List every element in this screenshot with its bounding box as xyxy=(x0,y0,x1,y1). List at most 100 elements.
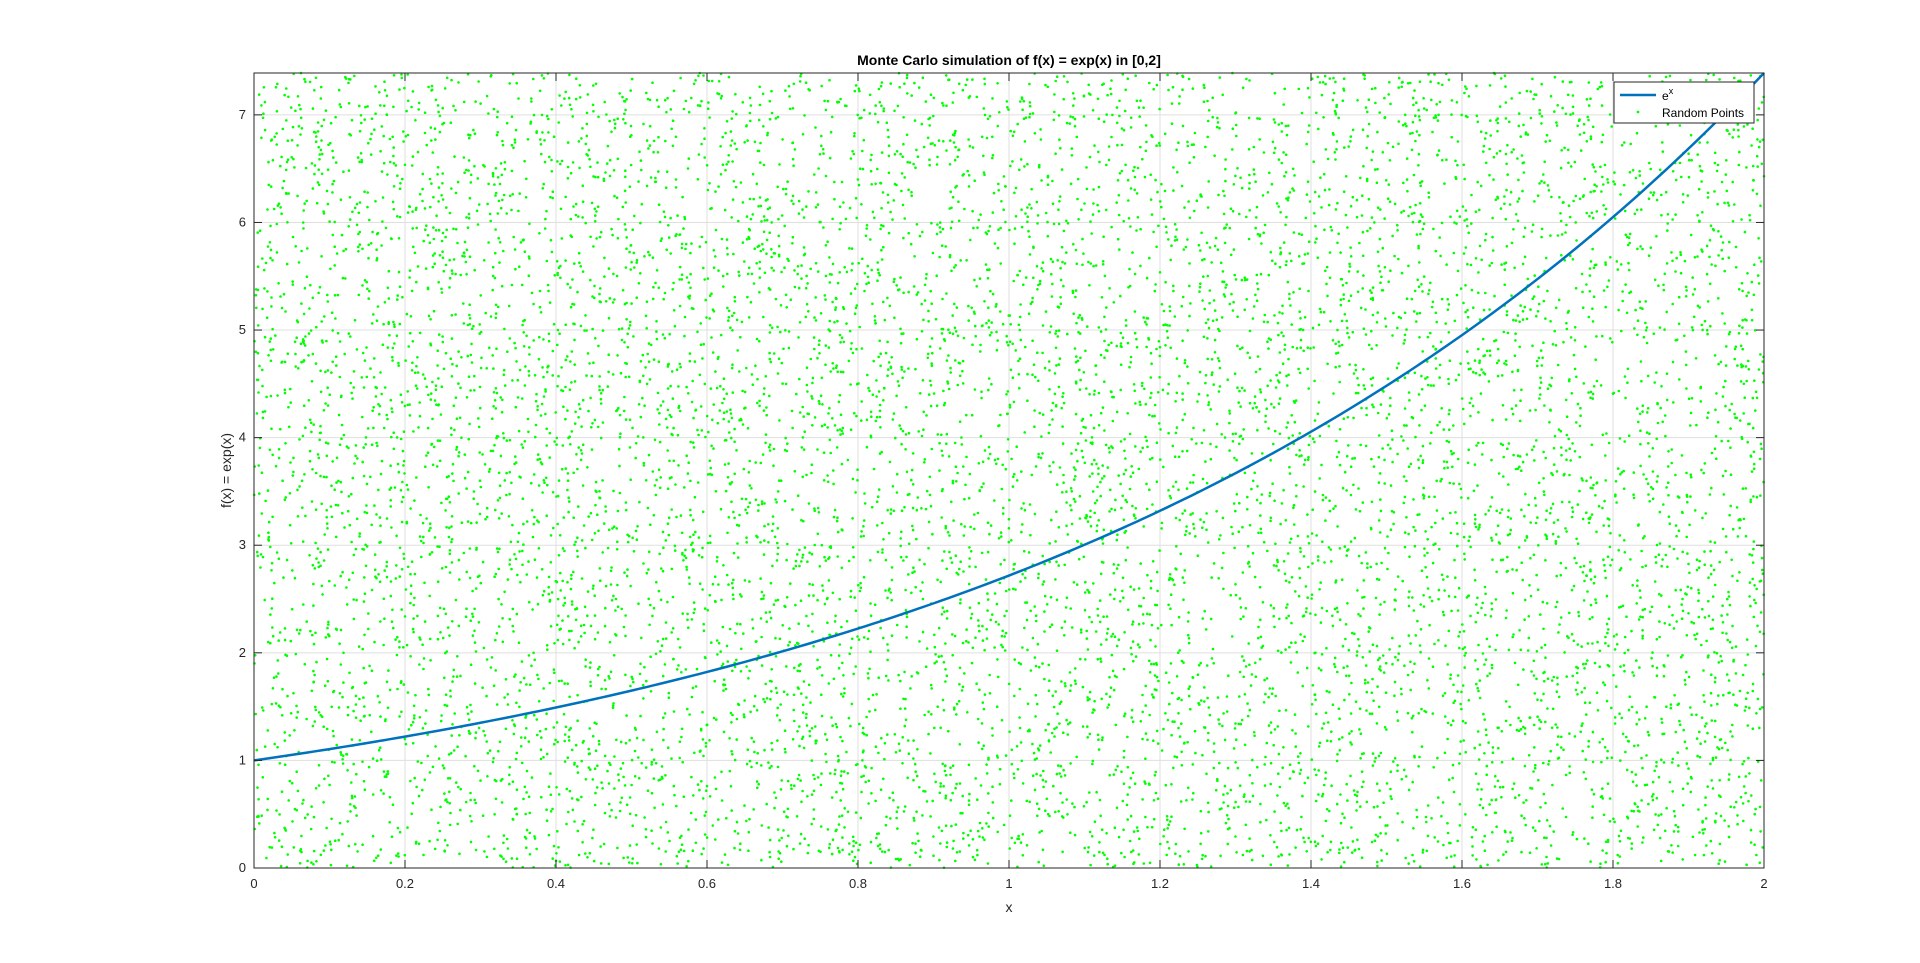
random-point xyxy=(501,139,504,143)
random-point xyxy=(501,617,504,620)
random-point xyxy=(1409,660,1412,664)
random-point xyxy=(1568,215,1572,219)
random-point xyxy=(394,577,398,580)
random-point xyxy=(1613,182,1617,186)
random-point xyxy=(1050,272,1053,276)
random-point xyxy=(629,124,633,128)
random-point xyxy=(458,734,461,737)
random-point xyxy=(354,547,358,551)
random-point xyxy=(1004,754,1008,757)
random-point xyxy=(1126,546,1129,549)
random-point xyxy=(1188,314,1191,318)
random-point xyxy=(1563,146,1566,150)
random-point xyxy=(1393,202,1397,206)
random-point xyxy=(1435,509,1439,512)
random-point xyxy=(1029,669,1033,672)
random-point xyxy=(1346,665,1349,668)
random-point xyxy=(1371,643,1375,646)
random-point xyxy=(862,519,866,522)
random-point xyxy=(623,302,627,306)
random-point xyxy=(765,238,769,242)
random-point xyxy=(1248,773,1252,777)
random-point xyxy=(1304,610,1308,614)
random-point xyxy=(938,858,941,862)
random-point xyxy=(845,322,848,325)
random-point xyxy=(1218,722,1221,726)
random-point xyxy=(1647,254,1651,257)
random-point xyxy=(1721,257,1724,261)
random-point xyxy=(1556,676,1559,680)
random-point xyxy=(531,535,535,539)
random-point xyxy=(1625,735,1628,739)
random-point xyxy=(1343,816,1346,819)
random-point xyxy=(1004,220,1007,224)
random-point xyxy=(1628,232,1632,236)
random-point xyxy=(1389,484,1393,487)
random-point xyxy=(1335,140,1339,143)
random-point xyxy=(759,541,762,544)
random-point xyxy=(1122,518,1126,522)
random-point xyxy=(1313,419,1317,422)
random-point xyxy=(574,410,577,414)
random-point xyxy=(360,158,364,162)
random-point xyxy=(1269,731,1273,734)
random-point xyxy=(1671,360,1675,364)
random-point xyxy=(1637,618,1641,621)
random-point xyxy=(1144,435,1147,439)
random-point xyxy=(1347,648,1351,652)
random-point xyxy=(1335,455,1339,459)
random-point xyxy=(876,120,880,124)
random-point xyxy=(1232,747,1236,750)
random-point xyxy=(1363,595,1366,599)
random-point xyxy=(1624,396,1627,400)
random-point xyxy=(1485,733,1488,737)
random-point xyxy=(394,638,397,641)
random-point xyxy=(1676,844,1680,848)
random-point xyxy=(907,231,910,235)
random-point xyxy=(535,576,539,579)
random-point xyxy=(1520,154,1524,157)
random-point xyxy=(574,743,578,747)
random-point xyxy=(1121,576,1125,580)
random-point xyxy=(1718,560,1721,564)
random-point xyxy=(683,486,686,489)
random-point xyxy=(415,226,419,230)
random-point xyxy=(768,231,771,234)
random-point xyxy=(880,104,883,108)
random-point xyxy=(719,507,723,511)
random-point xyxy=(1212,383,1215,386)
random-point xyxy=(1474,371,1478,375)
random-point xyxy=(920,434,924,438)
random-point xyxy=(1742,517,1746,521)
random-point xyxy=(1058,200,1061,203)
random-point xyxy=(1589,860,1592,863)
random-point xyxy=(364,681,368,684)
random-point xyxy=(1305,193,1309,196)
random-point xyxy=(659,862,663,866)
random-point xyxy=(1291,729,1294,732)
random-point xyxy=(1672,809,1676,813)
random-point xyxy=(875,693,878,696)
random-point xyxy=(1476,788,1479,791)
random-point xyxy=(1489,134,1492,137)
random-point xyxy=(505,493,508,497)
random-point xyxy=(312,604,315,607)
random-point xyxy=(929,404,933,408)
random-point xyxy=(1560,446,1563,449)
random-point xyxy=(590,201,594,205)
random-point xyxy=(1389,396,1392,400)
random-point xyxy=(283,391,287,395)
random-point xyxy=(1523,764,1527,768)
random-point xyxy=(1702,669,1705,672)
random-point xyxy=(1157,224,1160,228)
random-point xyxy=(1282,488,1285,492)
random-point xyxy=(637,403,641,406)
random-point xyxy=(652,606,656,610)
random-point xyxy=(837,654,841,657)
random-point xyxy=(664,139,667,143)
random-point xyxy=(1148,671,1152,674)
random-point xyxy=(1018,315,1022,319)
random-point xyxy=(1255,498,1259,502)
random-point xyxy=(1098,160,1101,164)
random-point xyxy=(1702,471,1705,475)
